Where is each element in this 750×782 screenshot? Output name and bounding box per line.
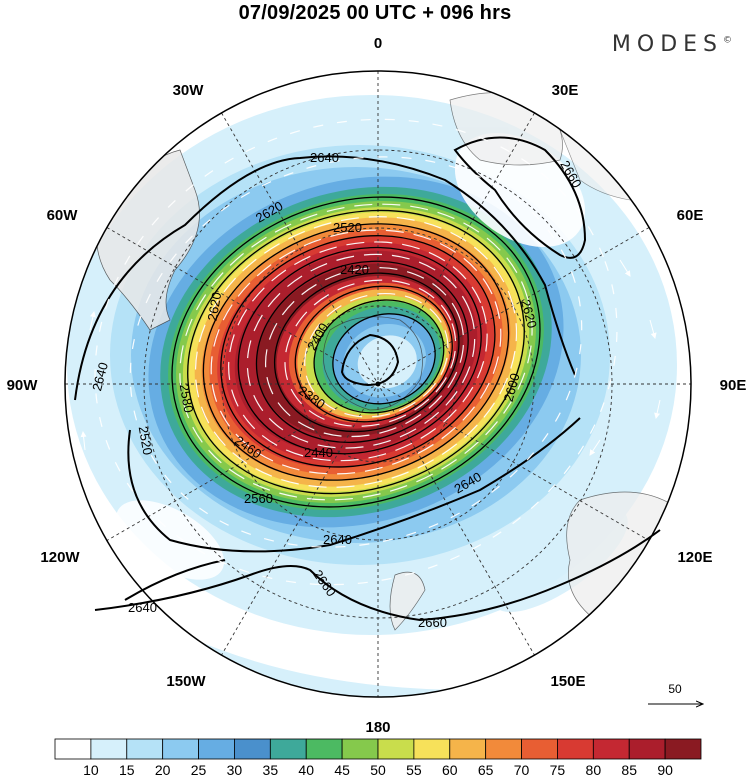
map-title: 07/09/2025 00 UTC + 096 hrs [238, 2, 512, 24]
contour-label: 2640 [323, 532, 352, 547]
lon-label-150w: 150W [166, 673, 206, 690]
colorbar-tick-label: 85 [621, 762, 637, 778]
contour-2640-south [127, 417, 581, 553]
lon-label-90e: 90E [720, 377, 747, 394]
contour-label: 2520 [333, 220, 362, 235]
australia [566, 491, 691, 631]
contour-label: 2640 [310, 150, 339, 165]
contour-label: 2600 [501, 372, 523, 404]
contour-label: 2580 [177, 383, 197, 414]
colorbar-swatch [126, 738, 164, 760]
colorbar-swatch [592, 738, 630, 760]
colorbar-tick-label: 40 [298, 762, 314, 778]
colorbar-tick-label: 15 [119, 762, 135, 778]
lon-label-180: 180 [365, 719, 390, 736]
colorbar-swatch [628, 738, 666, 760]
lon-label-150e: 150E [550, 673, 585, 690]
colorbar-tick-label: 25 [191, 762, 207, 778]
contour-label: 2640 [89, 361, 111, 393]
contour-label: 2520 [136, 425, 156, 456]
colorbar-swatch [305, 738, 343, 760]
contour-label: 2640 [128, 600, 157, 615]
contour-label: 2660 [418, 615, 447, 630]
brand-logo: MODES© [612, 32, 732, 57]
contour-2640-swest [124, 559, 226, 601]
colorbar-swatch [198, 738, 235, 760]
colorbar-tick-label: 30 [227, 762, 243, 778]
colorbar-tick-label: 65 [478, 762, 494, 778]
globe-outline [64, 70, 692, 698]
lon-label-0: 0 [374, 35, 382, 52]
contour-label: 2440 [304, 445, 333, 460]
contour-label: 2620 [205, 291, 225, 322]
lon-label-60e: 60E [677, 207, 704, 224]
longitude-labels: 0 30E 60E 90E 120E 150E 180 150W 120W 90… [7, 35, 747, 736]
contour-2660-south [94, 529, 661, 622]
wind-vectors [80, 75, 661, 677]
colorbar-swatch [269, 738, 307, 760]
colorbar-tick-label: 90 [657, 762, 673, 778]
lon-label-30e: 30E [552, 82, 579, 99]
lon-label-90w: 90W [7, 377, 39, 394]
colorbar-swatch [377, 738, 415, 760]
colorbar-tick-label: 80 [586, 762, 602, 778]
colorbar-swatch [90, 738, 128, 760]
wind-reference: 50 [648, 682, 703, 704]
lon-label-30w: 30W [173, 82, 205, 99]
colorbar-tick-label: 20 [155, 762, 171, 778]
colorbar-swatch [664, 738, 702, 760]
lon-label-120w: 120W [40, 549, 80, 566]
wind-speed-shading [67, 92, 691, 697]
colorbar-swatch [54, 738, 92, 760]
inner-contours [171, 196, 541, 508]
contour-low-center [340, 333, 400, 387]
colorbar-tick-label: 10 [83, 762, 99, 778]
colorbar-swatch [449, 738, 487, 760]
wind-streamlines [94, 118, 618, 586]
contour-2660-30e [453, 136, 587, 259]
colorbar-swatch [413, 738, 451, 760]
colorbar-swatch [341, 738, 379, 760]
antarctica [322, 316, 423, 411]
colorbar-swatch [162, 738, 199, 760]
copyright-mark: © [723, 35, 732, 46]
contour-label: 2560 [244, 491, 273, 506]
colorbar-tick-label: 45 [334, 762, 350, 778]
colorbar-tick-label: 70 [514, 762, 530, 778]
colorbar-swatch [557, 738, 594, 760]
wind-reference-label: 50 [668, 682, 682, 696]
brand-text: MODES [611, 32, 723, 57]
contour-2640-outer [74, 155, 576, 401]
height-contours [74, 136, 661, 622]
south-pole-marker [375, 381, 381, 387]
colorbar-tick-label: 60 [442, 762, 458, 778]
lon-label-120e: 120E [677, 549, 712, 566]
colorbar-tick-label: 50 [370, 762, 386, 778]
contour-label: 2420 [340, 262, 369, 277]
colorbar-swatch [521, 738, 558, 760]
contour-label: 2620 [518, 298, 540, 330]
lon-label-60w: 60W [47, 207, 79, 224]
colorbar-tick-label: 55 [406, 762, 422, 778]
colorbar: 10 15 20 25 30 35 40 45 50 55 60 65 70 75 80 85 90 [54, 738, 702, 778]
colorbar-swatch [485, 738, 522, 760]
colorbar-tick-label: 35 [263, 762, 279, 778]
colorbar-tick-label: 75 [550, 762, 566, 778]
colorbar-swatch [234, 738, 271, 760]
